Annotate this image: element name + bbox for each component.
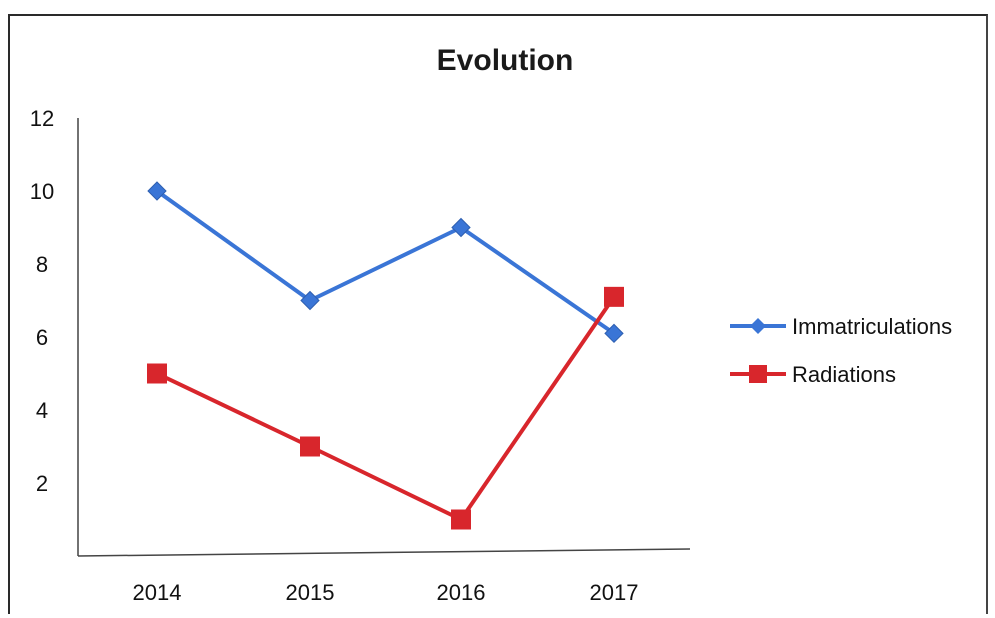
series-line-immatriculations xyxy=(155,189,616,335)
y-tick-label: 2 xyxy=(36,471,48,496)
legend-marker xyxy=(749,365,767,383)
y-tick-label: 4 xyxy=(36,398,48,423)
chart-title: Evolution xyxy=(437,44,574,77)
data-point-marker xyxy=(300,290,320,311)
x-tick-label: 2015 xyxy=(286,580,335,605)
x-tick-label: 2014 xyxy=(133,580,182,605)
y-tick-label: 8 xyxy=(36,252,48,277)
legend-marker xyxy=(750,318,766,334)
data-point-marker xyxy=(147,181,167,201)
x-axis xyxy=(77,548,691,557)
y-tick-label: 12 xyxy=(30,106,54,131)
chart-frame xyxy=(8,14,988,614)
data-point-marker xyxy=(604,286,624,307)
y-tick-label: 6 xyxy=(36,325,48,350)
y-tick-labels: 2 4 6 8 10 12 xyxy=(30,106,54,496)
data-point-marker xyxy=(300,436,320,457)
x-tick-labels: 2014 2015 2016 2017 xyxy=(133,580,639,605)
x-tick-label: 2017 xyxy=(590,580,639,605)
series-line-radiations xyxy=(156,295,616,522)
data-point-marker xyxy=(451,217,471,238)
legend-label: Immatriculations xyxy=(792,314,952,339)
data-point-marker xyxy=(147,363,167,384)
x-tick-label: 2016 xyxy=(437,580,486,605)
legend-label: Radiations xyxy=(792,362,896,387)
y-tick-label: 10 xyxy=(30,179,54,204)
legend: Immatriculations Radiations xyxy=(730,314,952,387)
data-point-marker xyxy=(451,509,471,530)
series-layer xyxy=(147,181,624,530)
data-point-marker xyxy=(604,323,624,344)
